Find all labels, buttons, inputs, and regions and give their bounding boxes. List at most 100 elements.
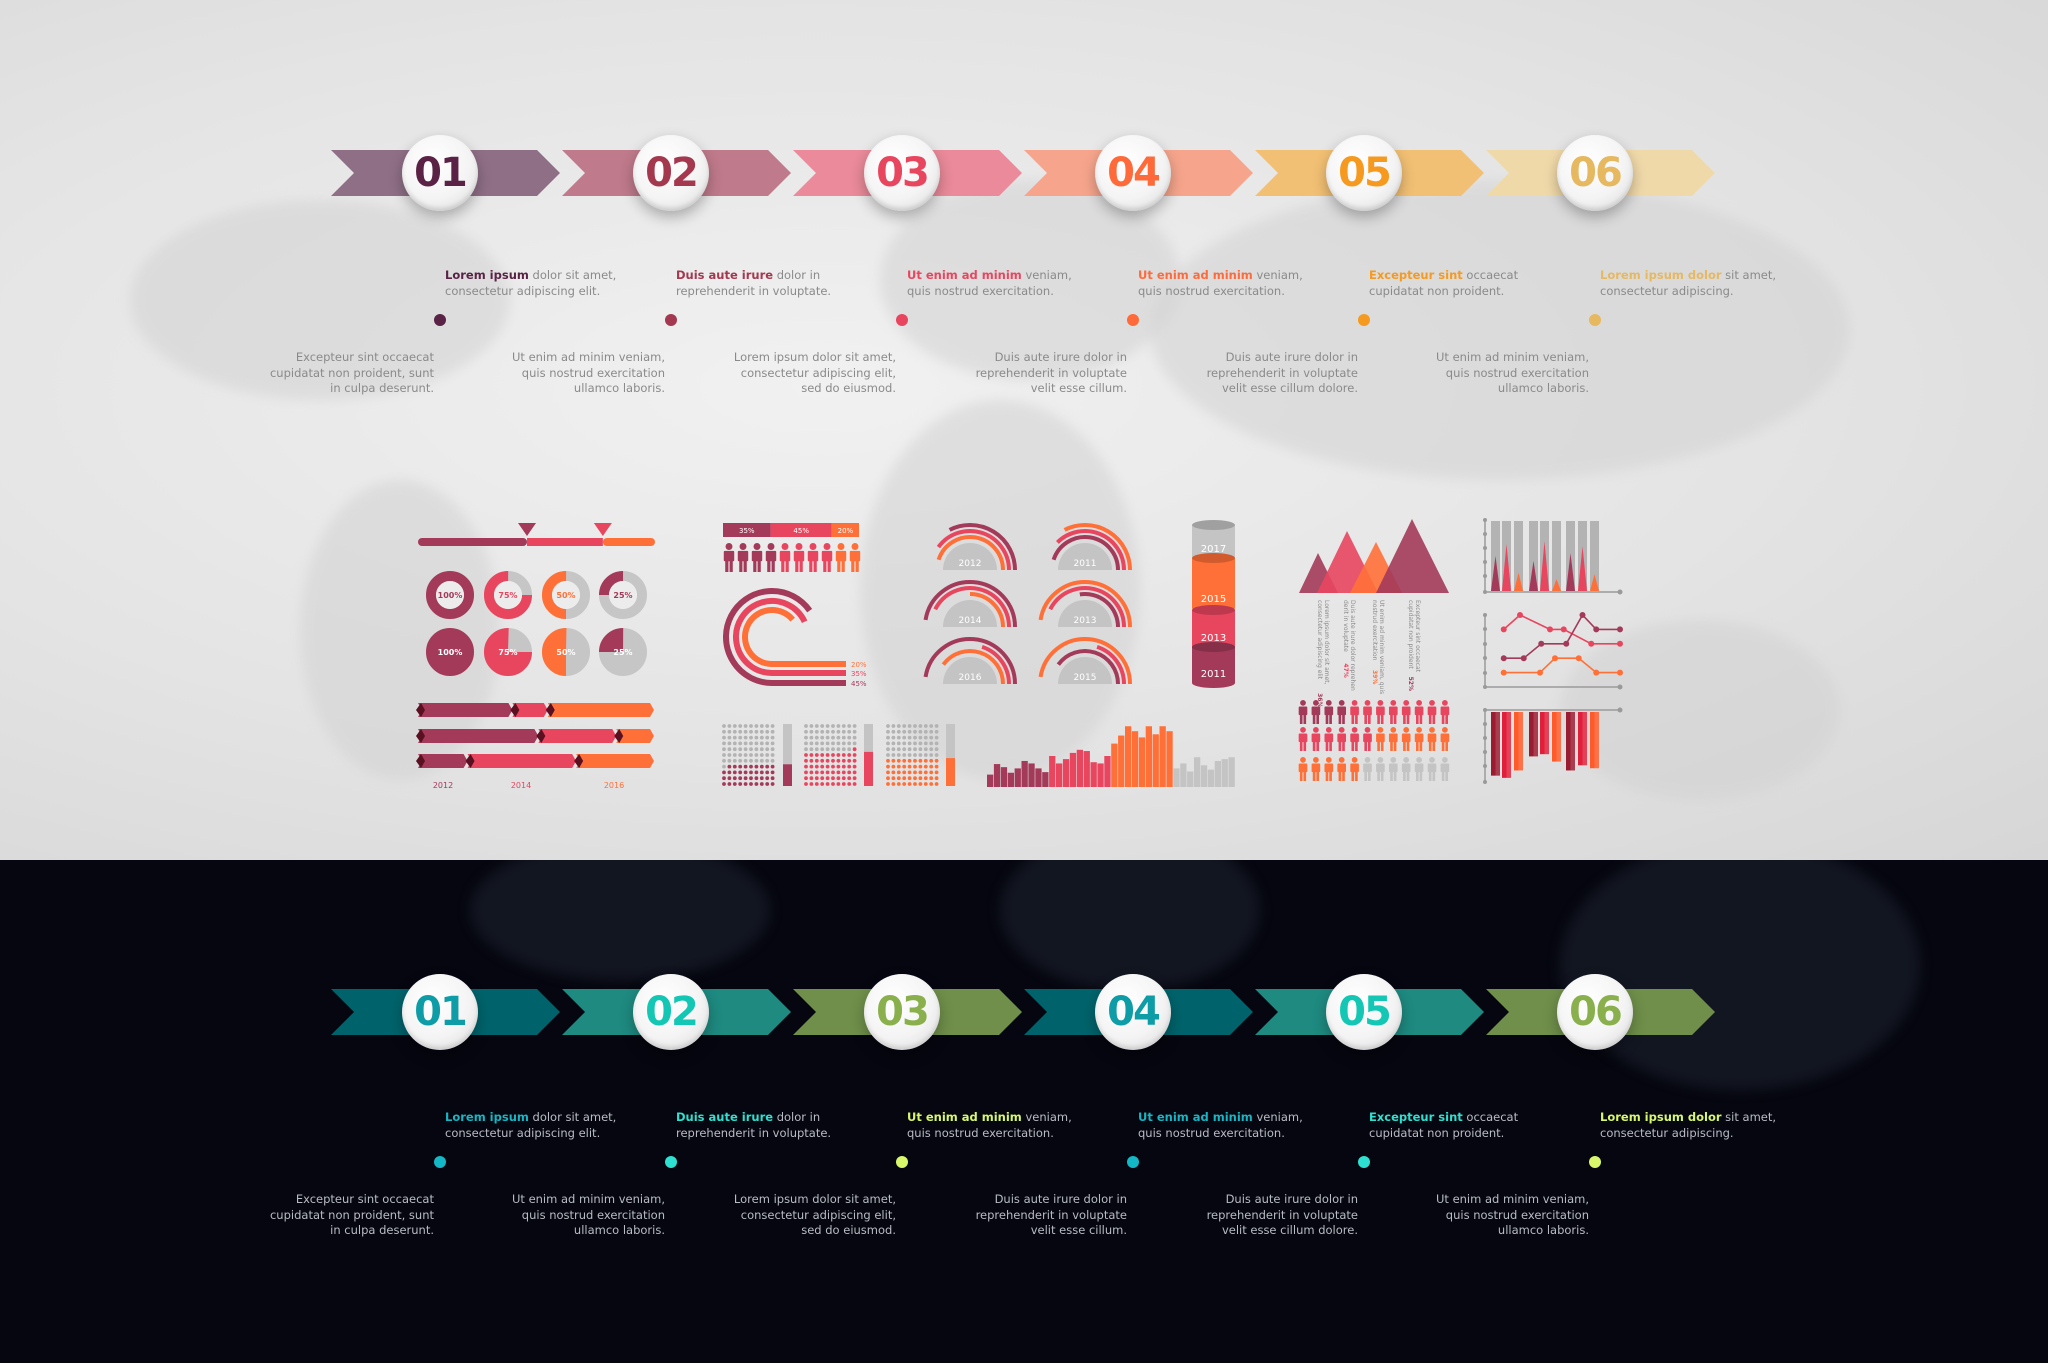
step-heading-bold: Excepteur sint [1369,1110,1463,1124]
slider-marker [518,523,537,536]
stacked-arrow-segment [576,754,654,768]
spike-mark [1566,553,1575,591]
line-series [1503,613,1620,660]
step-number-badge[interactable]: 01 [402,135,478,211]
matrix-dot [743,753,748,757]
matrix-dot [918,782,923,786]
matrix-dot [831,741,835,746]
matrix-dot [886,770,890,775]
person-leg [1338,714,1342,724]
step-number-badge[interactable]: 03 [864,135,940,211]
gauge-year-label: 2011 [1074,559,1097,569]
person-body [1337,763,1347,773]
person-leg [1312,714,1316,724]
arrow-joint [465,754,475,768]
person-leg [757,560,761,572]
percent-label: 52% [1407,677,1414,691]
person-head [753,543,761,550]
matrix-dot [896,735,901,740]
matrix-dot [836,764,841,769]
donut-hole [552,581,580,609]
person-head [781,543,789,550]
matrix-dot [831,770,835,775]
step-heading-text: Lorem ipsum dolor sit amet, consectetur … [1600,268,1776,299]
matrix-dot [918,724,923,728]
gauge-fill [864,751,873,786]
bar-highlight [1582,712,1587,766]
step-number-badge[interactable]: 06 [1557,135,1633,211]
timeline-dot[interactable] [896,314,908,326]
person-head [1338,727,1345,733]
timeline-dot[interactable] [665,1156,677,1168]
matrix-dot [831,753,835,757]
matrix-dot [896,776,901,781]
timeline-dot[interactable] [434,314,446,326]
matrix-dot [825,770,830,775]
matrix-dot [907,735,912,740]
gauge-arc [1063,523,1132,571]
timeline-dot[interactable] [1358,314,1370,326]
step-number-badge[interactable]: 02 [633,974,709,1050]
timeline-dot[interactable] [1127,1156,1139,1168]
person-leg [809,560,813,572]
segment-label: 20% [838,527,854,535]
matrix-dot [809,764,814,769]
timeline-dot[interactable] [896,1156,908,1168]
matrix-dot [759,753,764,757]
year-tick-label: 2012 [433,781,453,790]
step-number-badge[interactable]: 04 [1095,974,1171,1050]
step-number-badge[interactable]: 02 [633,135,709,211]
matrix-dot [749,735,753,740]
matrix-dot [934,735,939,740]
person-head [1377,700,1384,706]
matrix-dot [891,724,896,728]
triangle-peak [1376,519,1449,593]
step-number-badge[interactable]: 06 [1557,974,1633,1050]
timeline-dot[interactable] [665,314,677,326]
matrix-dot [738,747,743,752]
person-head [1403,757,1410,763]
person-body [1324,733,1334,743]
matrix-dot [804,741,808,746]
timeline-dot[interactable] [1589,1156,1601,1168]
step-number-badge[interactable]: 03 [864,974,940,1050]
step-number-badge[interactable]: 05 [1326,974,1402,1050]
cylinder-bottom [1192,678,1235,688]
person-leg [1325,714,1329,724]
matrix-dot [820,729,825,734]
step-number-badge[interactable]: 01 [402,974,478,1050]
person-leg [1325,771,1329,781]
step-number-badge[interactable]: 04 [1095,135,1171,211]
timeline-dot[interactable] [1358,1156,1370,1168]
matrix-dot [809,782,814,786]
timeline-dot[interactable] [1589,314,1601,326]
person-leg [1390,741,1393,751]
timeline-dot[interactable] [434,1156,446,1168]
person-body [1350,733,1359,743]
timeline-dot[interactable] [1127,314,1139,326]
step-description: Duis aute irure dolor in reprehenderit i… [1206,1192,1358,1237]
step-number-badge[interactable]: 05 [1326,135,1402,211]
spike-mark [1590,574,1599,591]
histogram-bar [1042,772,1049,787]
donut-hole [609,581,637,609]
person-icon [1311,727,1321,751]
person-leg [1441,771,1445,781]
person-leg [1367,714,1371,724]
matrix-dot [886,776,890,781]
matrix-dot [804,735,808,740]
matrix-dot [836,758,841,763]
gauge-arc [933,586,1011,628]
donut-segment [599,571,647,619]
person-body [1401,733,1411,743]
stacked-arrow-segment [547,703,654,717]
person-body [723,550,735,562]
matrix-dot [929,747,934,752]
matrix-dot [732,724,737,728]
matrix-dot [886,764,890,769]
matrix-dot [896,782,901,786]
matrix-dot [722,782,726,786]
matrix-dot [923,747,928,752]
person-leg [1355,771,1358,781]
matrix-dot [847,770,852,775]
